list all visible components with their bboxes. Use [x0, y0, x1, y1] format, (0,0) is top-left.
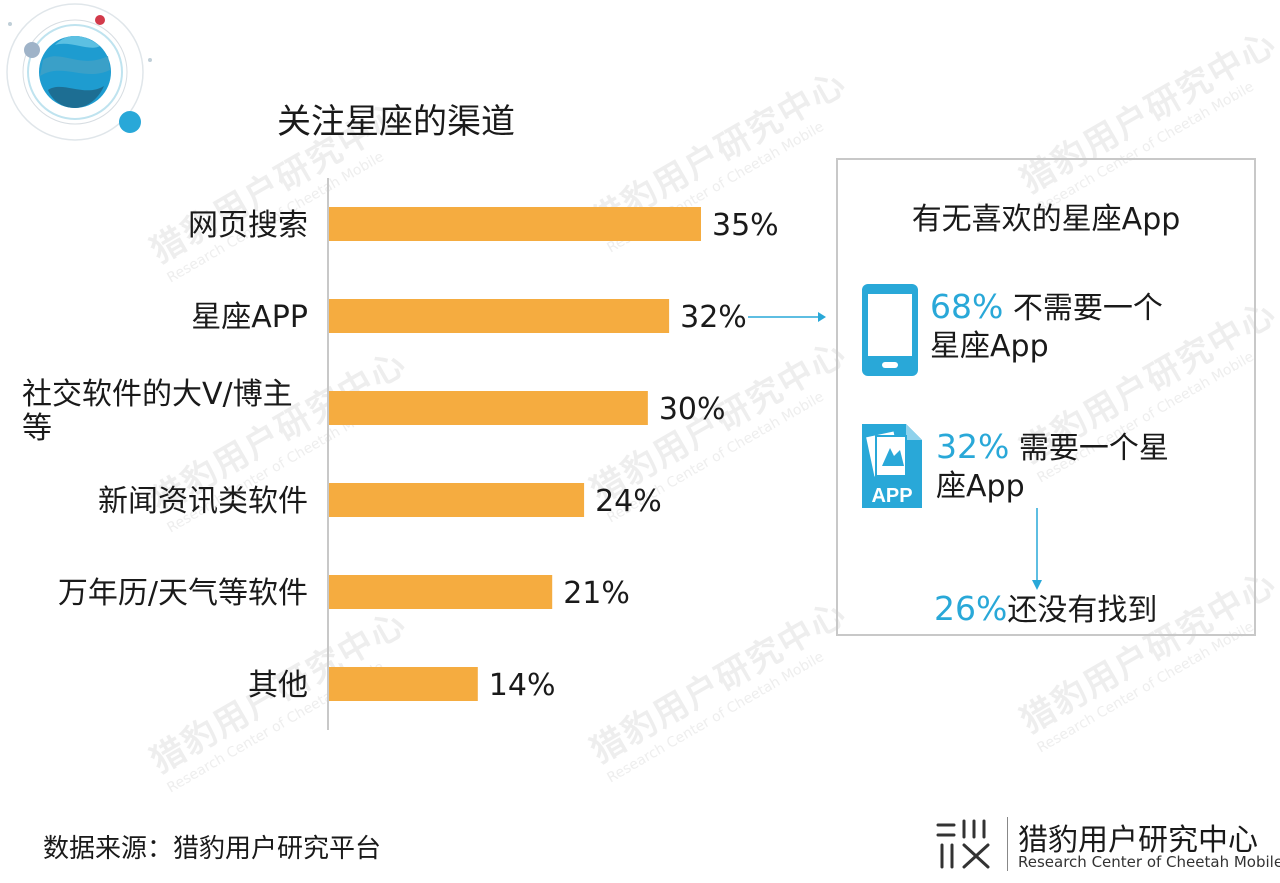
need-text: 需要一个星 [1009, 431, 1169, 466]
no-need-text: 不需要一个 [1003, 291, 1163, 326]
bar [329, 299, 670, 333]
brand-separator [1007, 817, 1008, 871]
bar [329, 575, 553, 609]
data-source: 数据来源：猎豹用户研究平台 [43, 834, 382, 864]
value-label: 35% [712, 208, 779, 243]
category-label: 新闻资讯类软件 [98, 484, 308, 519]
category-label: 其他 [248, 668, 308, 703]
bar [329, 391, 648, 425]
bar [329, 483, 585, 517]
category-label: 网页搜索 [188, 208, 308, 243]
phone-icon [862, 284, 918, 376]
app-preference-panel: 有无喜欢的星座App 68% 不需要一个 星座App APP 32% 需要一个星… [836, 158, 1256, 636]
need-text-2: 座App [936, 469, 1025, 504]
no-need-percent: 68% [930, 287, 1004, 326]
app-icon-label: APP [871, 485, 912, 507]
arrow-down-icon [1032, 508, 1042, 590]
brand-footer: 猎豹用户研究中心 Research Center of Cheetah Mobi… [934, 815, 1280, 875]
bar [329, 207, 701, 241]
panel-title: 有无喜欢的星座App [911, 202, 1181, 237]
no-need-stat: 68% 不需要一个 星座App [930, 288, 1230, 366]
category-label: 星座APP [191, 300, 308, 335]
value-label: 30% [659, 392, 726, 427]
value-label: 24% [595, 484, 662, 519]
arrow-right-icon [748, 312, 826, 322]
no-need-text-2: 星座App [930, 329, 1049, 364]
value-label: 14% [489, 668, 556, 703]
value-label: 32% [680, 300, 747, 335]
need-stat: 32% 需要一个星 座App [936, 428, 1236, 506]
category-label: 等 [22, 411, 52, 446]
need-percent: 32% [936, 427, 1010, 466]
not-found-percent: 26% [934, 589, 1008, 628]
app-icon: APP [862, 424, 922, 508]
not-found-text: 还没有找到 [1007, 593, 1158, 628]
brand-logo-icon [936, 819, 990, 869]
brand-name-cn: 猎豹用户研究中心 [1018, 823, 1258, 858]
category-label: 万年历/天气等软件 [58, 576, 308, 611]
value-label: 21% [563, 576, 630, 611]
not-found-stat: 26%还没有找到 [934, 590, 1254, 630]
brand-name-en: Research Center of Cheetah Mobile [1018, 853, 1280, 871]
category-label: 社交软件的大V/博主 [22, 377, 293, 412]
chart-title: 关注星座的渠道 [277, 102, 515, 142]
bar [329, 667, 478, 701]
planet-logo-icon [6, 3, 152, 141]
bar-chart: 35% 网页搜索 32% 星座APP 30% 社交软件的大V/博主等 24% 新闻资讯类软件 2… [22, 178, 779, 730]
